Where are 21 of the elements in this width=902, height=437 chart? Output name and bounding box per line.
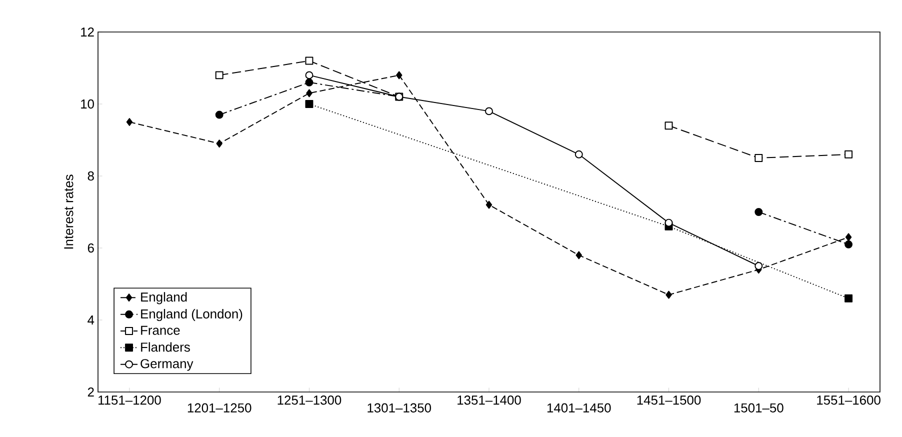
x-tick-label: 1151–1200: [98, 396, 161, 405]
x-tick-label: 1251–1300: [278, 396, 342, 405]
x-tick-label: 1451–1500: [637, 396, 701, 405]
legend-label: England (London): [141, 308, 242, 322]
y-tick-label: 8: [88, 171, 94, 181]
x-tick-label: 1201–1250: [188, 403, 252, 412]
x-tick-label: 1401–1450: [547, 403, 611, 412]
y-tick-label: 10: [81, 99, 94, 109]
legend-label: England: [141, 292, 187, 304]
x-tick-label: 1301–1350: [368, 403, 432, 412]
y-tick-label: 4: [88, 316, 94, 324]
legend-label: Flanders: [141, 342, 190, 352]
legend-label: France: [141, 326, 180, 335]
y-tick-label: 6: [88, 243, 94, 253]
y-tick-label: 12: [81, 27, 94, 37]
x-tick-label: 1551–1600: [817, 396, 880, 405]
x-tick-label: 1501–50: [734, 403, 784, 412]
legend-label: Germany: [140, 359, 194, 371]
x-tick-label: 1351–1400: [458, 396, 521, 405]
y-axis-title: Interest rates: [64, 174, 74, 249]
y-tick-label: 2: [88, 387, 94, 397]
